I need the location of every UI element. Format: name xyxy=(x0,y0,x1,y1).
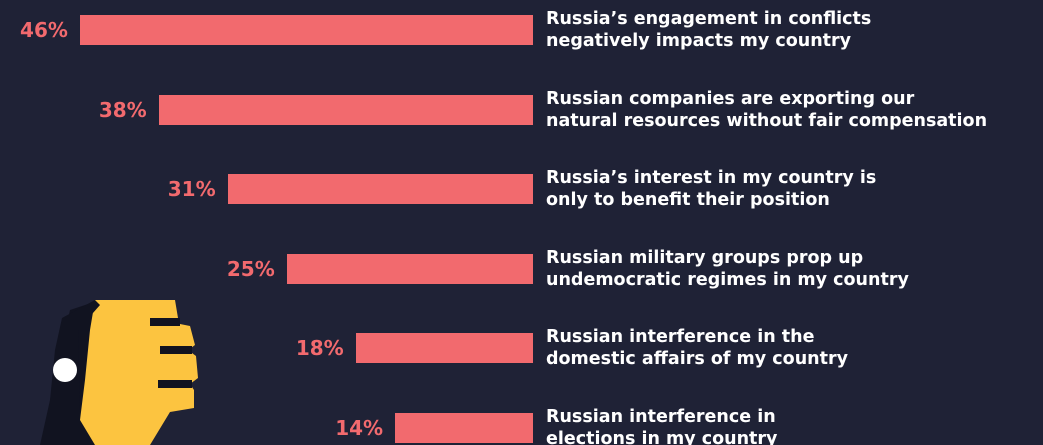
icon-shape xyxy=(53,358,77,382)
category-label: Russian military groups prop up undemocra… xyxy=(546,247,909,291)
value-label: 18% xyxy=(295,336,344,361)
value-label: 25% xyxy=(226,256,275,281)
bar xyxy=(158,94,533,125)
category-label-line: undemocratic regimes in my country xyxy=(546,269,909,290)
bar xyxy=(227,174,533,205)
category-label-line: Russia’s engagement in conflicts xyxy=(546,9,872,29)
icon-shape xyxy=(160,346,192,354)
category-label-line: natural resources without fair compensat… xyxy=(546,110,988,131)
category-label: Russian companies are exporting our natur… xyxy=(546,88,987,132)
hand-icon xyxy=(40,300,198,445)
category-label-line: only to benefit their position xyxy=(546,190,830,211)
category-label: Russian interference in elections in my c… xyxy=(546,406,777,445)
category-label-line: domestic affairs of my country xyxy=(546,349,849,370)
bar xyxy=(79,15,533,45)
category-label: Russian interference in the domestic affa… xyxy=(546,326,848,370)
category-label-line: Russian companies are exporting our xyxy=(546,88,915,109)
category-label-line: negatively impacts my country xyxy=(546,31,852,51)
category-label: Russia’s engagement in conflicts negative… xyxy=(546,8,871,52)
icon-shape xyxy=(80,300,198,445)
bar xyxy=(395,413,533,443)
value-label: 38% xyxy=(98,97,147,122)
value-label: 46% xyxy=(20,18,68,42)
bar xyxy=(355,333,533,364)
icon-shape xyxy=(50,300,100,420)
category-label-line: Russian interference in the xyxy=(546,327,815,348)
category-label-line: Russia’s interest in my country is xyxy=(546,168,877,189)
bar xyxy=(286,253,533,284)
icon-shape xyxy=(150,318,180,326)
icon-shape xyxy=(158,380,192,388)
category-label-line: Russian interference in xyxy=(546,407,776,427)
category-label-line: elections in my country xyxy=(546,429,778,445)
value-label: 14% xyxy=(335,416,384,440)
category-label: Russia’s interest in my country is only t… xyxy=(546,167,876,211)
category-label-line: Russian military groups prop up xyxy=(546,247,864,268)
value-label: 31% xyxy=(167,177,216,202)
